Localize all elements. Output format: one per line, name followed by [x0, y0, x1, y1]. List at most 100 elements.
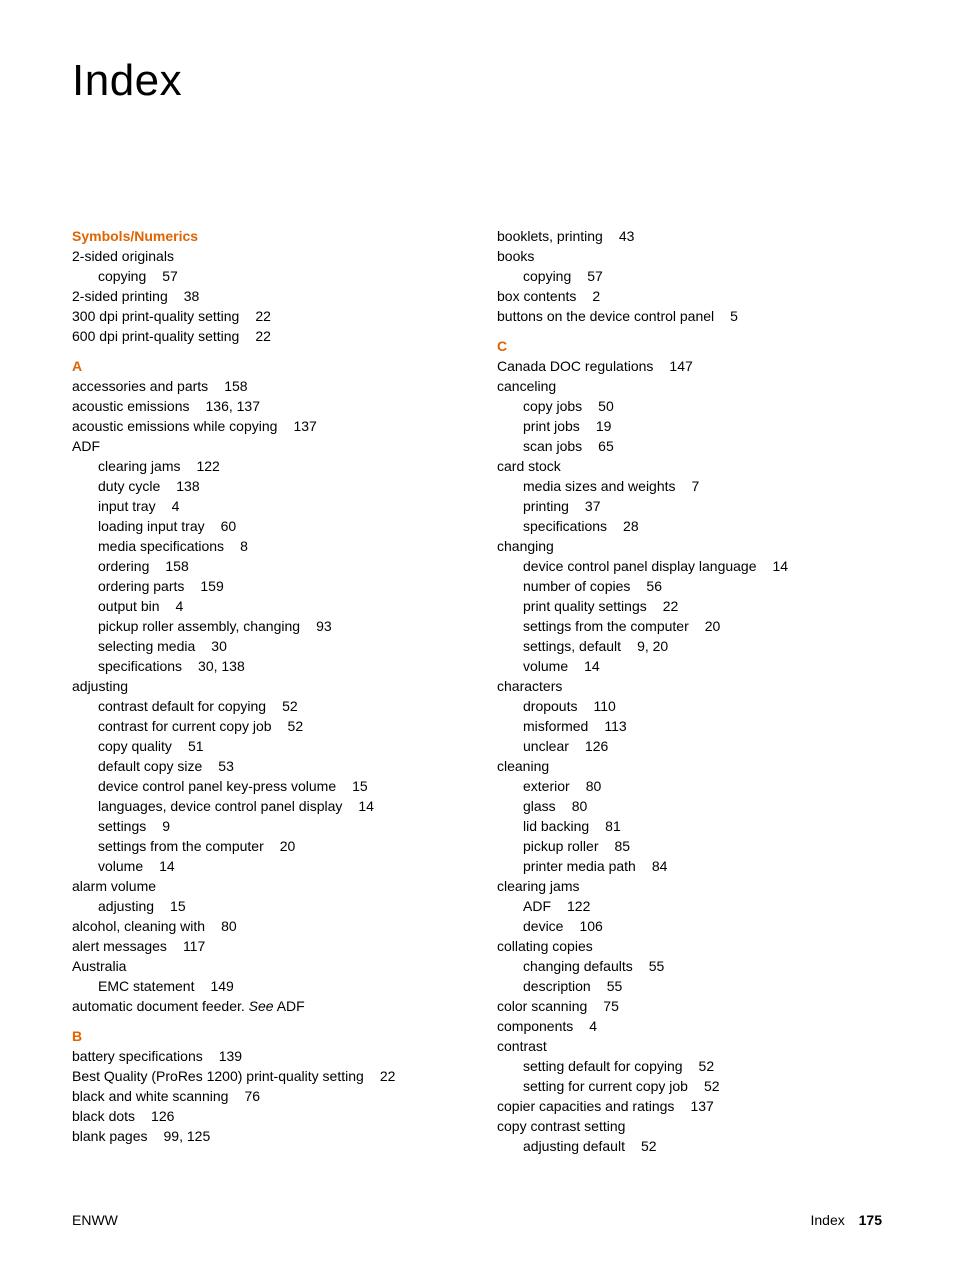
- page-footer: ENWW Index 175: [72, 1212, 882, 1228]
- index-subentry: printing37: [497, 496, 882, 516]
- index-subentry: contrast for current copy job52: [72, 716, 457, 736]
- index-entry: buttons on the device control panel5: [497, 306, 882, 326]
- index-page-ref: 4: [573, 1018, 597, 1034]
- index-entry: accessories and parts158: [72, 376, 457, 396]
- index-entry: contrast: [497, 1036, 882, 1056]
- index-column-left: Symbols/Numerics2-sided originalscopying…: [72, 226, 457, 1156]
- index-entry-text: unclear: [523, 738, 569, 754]
- index-page-ref: 81: [589, 818, 621, 834]
- index-subentry: output bin4: [72, 596, 457, 616]
- index-entry-text: copying: [98, 268, 146, 284]
- index-entry: black and white scanning76: [72, 1086, 457, 1106]
- index-page-ref: 22: [239, 308, 271, 324]
- index-page-ref: 57: [146, 268, 178, 284]
- index-subentry: settings from the computer20: [497, 616, 882, 636]
- index-entry-text: blank pages: [72, 1128, 148, 1144]
- index-subentry: selecting media30: [72, 636, 457, 656]
- index-page-ref: 14: [757, 558, 789, 574]
- index-subentry: adjusting15: [72, 896, 457, 916]
- index-entry-text: media specifications: [98, 538, 224, 554]
- index-entry: acoustic emissions136, 137: [72, 396, 457, 416]
- index-subentry: volume14: [72, 856, 457, 876]
- index-entry-text: ordering parts: [98, 578, 184, 594]
- index-entry: characters: [497, 676, 882, 696]
- index-entry: alarm volume: [72, 876, 457, 896]
- index-entry: box contents2: [497, 286, 882, 306]
- footer-right: Index 175: [811, 1212, 883, 1228]
- index-subentry: print jobs19: [497, 416, 882, 436]
- index-subentry: lid backing81: [497, 816, 882, 836]
- index-page-ref: 57: [571, 268, 603, 284]
- index-page-ref: 110: [577, 698, 615, 714]
- index-page-ref: 15: [336, 778, 368, 794]
- index-page-ref: 122: [551, 898, 590, 914]
- index-entry-text: printing: [523, 498, 569, 514]
- index-entry-text: alarm volume: [72, 878, 156, 894]
- index-entry: Best Quality (ProRes 1200) print-quality…: [72, 1066, 457, 1086]
- index-subentry: print quality settings22: [497, 596, 882, 616]
- index-entry: alert messages117: [72, 936, 457, 956]
- index-entry: collating copies: [497, 936, 882, 956]
- index-entry-text: 2-sided printing: [72, 288, 168, 304]
- index-entry: Canada DOC regulations147: [497, 356, 882, 376]
- index-page-ref: 85: [598, 838, 630, 854]
- index-page-ref: 22: [239, 328, 271, 344]
- index-subentry: description55: [497, 976, 882, 996]
- index-entry-text: box contents: [497, 288, 576, 304]
- index-page-ref: 38: [168, 288, 200, 304]
- index-entry-text: clearing jams: [98, 458, 180, 474]
- index-page-ref: 53: [202, 758, 234, 774]
- index-entry-text: copy quality: [98, 738, 172, 754]
- index-page-ref: 138: [160, 478, 199, 494]
- index-entry-text: settings: [98, 818, 146, 834]
- index-subentry: media sizes and weights7: [497, 476, 882, 496]
- index-section-heading: Symbols/Numerics: [72, 226, 457, 246]
- index-page-ref: 19: [580, 418, 612, 434]
- index-entry-text: components: [497, 1018, 573, 1034]
- index-page-ref: 51: [172, 738, 204, 754]
- index-entry-text: adjusting: [72, 678, 128, 694]
- footer-left: ENWW: [72, 1212, 118, 1228]
- index-entry-text: buttons on the device control panel: [497, 308, 714, 324]
- index-subentry: setting for current copy job52: [497, 1076, 882, 1096]
- index-entry: 2-sided printing38: [72, 286, 457, 306]
- index-page-ref: 14: [568, 658, 600, 674]
- index-entry: changing: [497, 536, 882, 556]
- index-entry: components4: [497, 1016, 882, 1036]
- index-entry-text: print jobs: [523, 418, 580, 434]
- index-entry: 300 dpi print-quality setting22: [72, 306, 457, 326]
- index-page-ref: 52: [683, 1058, 715, 1074]
- index-page-ref: 80: [556, 798, 588, 814]
- index-section-heading: C: [497, 336, 882, 356]
- index-section-heading: B: [72, 1026, 457, 1046]
- index-page-ref: 137: [277, 418, 316, 434]
- index-entry-text: card stock: [497, 458, 561, 474]
- index-entry-text: glass: [523, 798, 556, 814]
- index-page-ref: 158: [208, 378, 247, 394]
- index-entry: blank pages99, 125: [72, 1126, 457, 1146]
- index-entry-text: misformed: [523, 718, 588, 734]
- index-entry-text: copier capacities and ratings: [497, 1098, 674, 1114]
- index-page-ref: 55: [591, 978, 623, 994]
- index-subentry: glass80: [497, 796, 882, 816]
- index-page-ref: 60: [205, 518, 237, 534]
- index-entry-text: EMC statement: [98, 978, 194, 994]
- index-entry-text: Canada DOC regulations: [497, 358, 653, 374]
- index-entry-text: copy jobs: [523, 398, 582, 414]
- index-entry-text: changing defaults: [523, 958, 633, 974]
- index-entry-text: setting for current copy job: [523, 1078, 688, 1094]
- index-entry-text: pickup roller: [523, 838, 598, 854]
- index-page-ref: 20: [689, 618, 721, 634]
- index-entry-text: acoustic emissions: [72, 398, 190, 414]
- index-entry-text: pickup roller assembly, changing: [98, 618, 300, 634]
- index-entry-text: color scanning: [497, 998, 587, 1014]
- index-entry-text: lid backing: [523, 818, 589, 834]
- index-entry-text: device control panel display language: [523, 558, 757, 574]
- index-subentry: ADF122: [497, 896, 882, 916]
- index-page-ref: 14: [342, 798, 374, 814]
- index-page-ref: 52: [688, 1078, 720, 1094]
- index-entry: color scanning75: [497, 996, 882, 1016]
- index-page-ref: 139: [203, 1048, 242, 1064]
- index-entry: adjusting: [72, 676, 457, 696]
- index-entry-text: loading input tray: [98, 518, 205, 534]
